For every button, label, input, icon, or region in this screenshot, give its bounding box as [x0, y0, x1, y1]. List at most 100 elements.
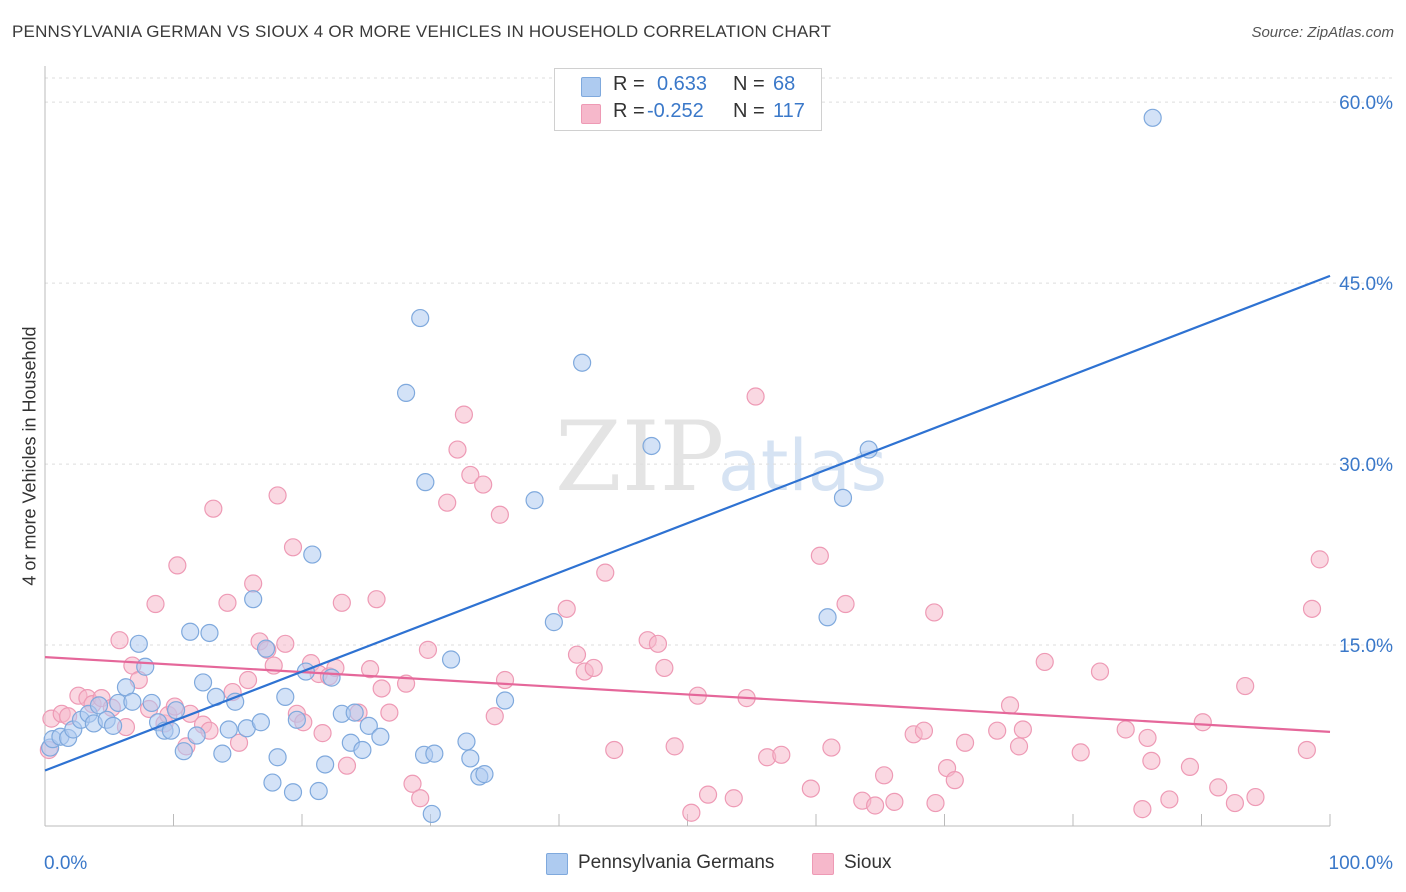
point-pennsylvania-germans: [544, 613, 563, 632]
point-sioux: [418, 640, 438, 659]
point-pennsylvania-germans: [268, 748, 287, 767]
point-pennsylvania-germans: [422, 804, 441, 824]
point-sioux: [168, 556, 187, 575]
legend-swatch-blue: [581, 77, 601, 97]
y-tick-label: 30.0%: [1339, 455, 1393, 476]
point-sioux: [411, 789, 430, 808]
legend-r-label: R =: [613, 73, 645, 95]
point-sioux: [276, 634, 295, 653]
point-sioux: [698, 785, 718, 804]
legend-r-label: R =: [613, 100, 645, 122]
point-sioux: [218, 593, 237, 612]
point-sioux: [925, 603, 944, 622]
point-pennsylvania-germans: [256, 639, 276, 658]
point-sioux: [448, 440, 467, 459]
point-pennsylvania-germans: [573, 353, 592, 372]
point-pennsylvania-germans: [316, 755, 335, 774]
point-pennsylvania-germans: [104, 716, 123, 735]
bottom-legend-swatch-pink: [812, 853, 834, 875]
point-pennsylvania-germans: [525, 491, 544, 510]
point-pennsylvania-germans: [123, 692, 142, 711]
point-sioux: [648, 634, 668, 653]
point-sioux: [490, 505, 509, 524]
stats-legend: R = 0.633 N = 68 R = -0.252 N = 117: [554, 68, 822, 131]
point-sioux: [372, 679, 391, 698]
point-sioux: [313, 724, 332, 743]
point-pennsylvania-germans: [276, 687, 295, 707]
bottom-legend-swatch-blue: [546, 853, 568, 875]
x-tick-label: 100.0%: [1329, 853, 1394, 874]
watermark-zip: ZIP: [555, 401, 724, 513]
point-sioux: [268, 486, 287, 505]
point-sioux: [1236, 676, 1255, 696]
point-sioux: [1090, 662, 1110, 681]
point-sioux: [1142, 751, 1161, 770]
point-sioux: [1246, 787, 1265, 807]
y-tick-label: 60.0%: [1339, 93, 1393, 114]
point-pennsylvania-germans: [345, 703, 364, 722]
point-sioux: [724, 789, 743, 808]
point-sioux: [1133, 800, 1152, 819]
point-pennsylvania-germans: [371, 727, 390, 746]
point-sioux: [822, 738, 841, 757]
trendline-pennsylvania-germans: [44, 274, 1331, 772]
point-sioux: [1193, 713, 1212, 732]
x-tick-label: 0.0%: [44, 853, 87, 874]
point-pennsylvania-germans: [200, 623, 219, 643]
source-label: Source: ZipAtlas.com: [1251, 24, 1394, 41]
point-pennsylvania-germans: [353, 740, 372, 760]
point-pennsylvania-germans: [411, 308, 430, 328]
legend-r-value: 0.633: [657, 73, 708, 95]
point-sioux: [1310, 550, 1329, 569]
point-sioux: [801, 779, 820, 798]
point-pennsylvania-germans: [263, 773, 282, 792]
point-sioux: [1180, 757, 1200, 776]
point-pennsylvania-germans: [303, 545, 322, 564]
point-pennsylvania-germans: [322, 668, 341, 687]
point-sioux: [461, 465, 480, 485]
point-sioux: [495, 670, 515, 690]
point-pennsylvania-germans: [416, 473, 435, 492]
y-axis-label: 4 or more Vehicles in Household: [19, 326, 40, 586]
bottom-legend-label: Pennsylvania Germans: [578, 852, 775, 873]
point-pennsylvania-germans: [461, 749, 480, 768]
point-pennsylvania-germans: [287, 710, 306, 729]
point-sioux: [1209, 778, 1228, 797]
point-sioux: [665, 737, 684, 756]
point-sioux: [1302, 599, 1322, 618]
point-sioux: [810, 546, 829, 565]
point-sioux: [875, 766, 894, 785]
chart-title: PENNSYLVANIA GERMAN VS SIOUX 4 OR MORE V…: [12, 22, 832, 41]
point-sioux: [926, 793, 945, 813]
point-pennsylvania-germans: [457, 732, 476, 751]
point-sioux: [485, 707, 504, 726]
point-pennsylvania-germans: [642, 436, 661, 456]
point-sioux: [1000, 696, 1020, 715]
point-pennsylvania-germans: [251, 713, 270, 732]
legend-r-value: -0.252: [647, 100, 704, 122]
point-pennsylvania-germans: [129, 634, 148, 653]
point-sioux: [866, 796, 885, 815]
point-sioux: [283, 538, 303, 557]
point-pennsylvania-germans: [396, 383, 416, 402]
point-pennsylvania-germans: [475, 765, 494, 784]
point-sioux: [403, 774, 422, 793]
point-sioux: [584, 658, 603, 678]
point-sioux: [244, 574, 263, 593]
bottom-legend-label: Sioux: [844, 852, 892, 873]
point-sioux: [367, 590, 386, 609]
point-sioux: [1138, 728, 1157, 748]
point-sioux: [914, 721, 934, 740]
point-pennsylvania-germans: [833, 488, 853, 507]
legend-n-label: N =: [733, 100, 765, 122]
point-pennsylvania-germans: [174, 742, 193, 761]
point-pennsylvania-germans: [89, 696, 109, 715]
point-sioux: [988, 721, 1007, 740]
point-pennsylvania-germans: [244, 590, 263, 609]
point-pennsylvania-germans: [219, 720, 238, 739]
point-pennsylvania-germans: [818, 608, 837, 627]
point-sioux: [885, 792, 904, 811]
point-pennsylvania-germans: [181, 622, 200, 641]
point-pennsylvania-germans: [193, 673, 213, 692]
